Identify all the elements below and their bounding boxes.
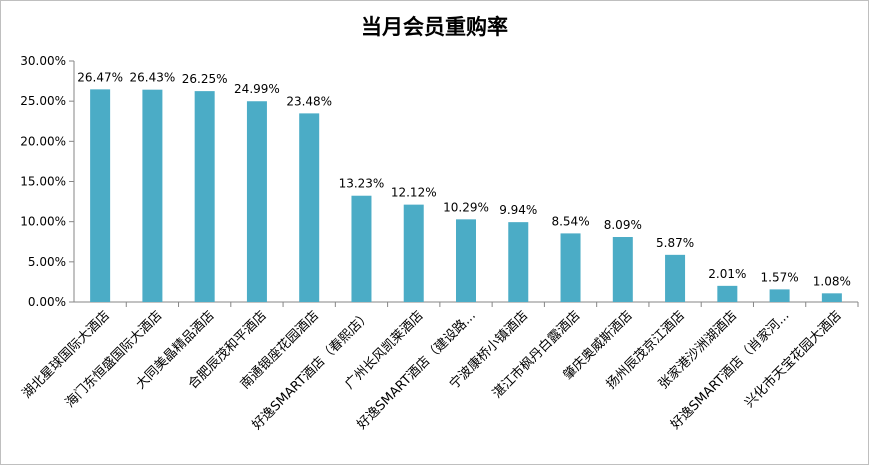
y-tick-label: 0.00%	[28, 295, 66, 309]
y-tick-label: 20.00%	[20, 134, 66, 148]
bar	[90, 89, 111, 302]
bar	[351, 195, 372, 302]
data-label: 12.12%	[391, 186, 437, 200]
bar	[560, 233, 581, 302]
data-label: 1.08%	[813, 274, 851, 288]
category-label: 湛江市枫丹白露酒店	[489, 308, 583, 402]
bar	[612, 237, 633, 302]
bar	[299, 113, 320, 302]
category-label: 兴化市天宝花园大酒店	[741, 308, 844, 411]
category-label: 海门东恒盛国际大酒店	[63, 308, 166, 411]
data-label: 5.87%	[656, 236, 694, 250]
data-label: 8.54%	[551, 214, 589, 228]
data-label: 26.47%	[77, 70, 123, 84]
bar	[403, 204, 424, 302]
data-label: 26.43%	[130, 71, 176, 85]
data-label: 9.94%	[499, 203, 537, 217]
data-label: 13.23%	[339, 177, 385, 191]
data-label: 8.09%	[604, 218, 642, 232]
bar	[717, 285, 738, 302]
data-label: 23.48%	[286, 94, 332, 108]
data-label: 10.29%	[443, 200, 489, 214]
y-tick-label: 30.00%	[20, 54, 66, 68]
bar	[246, 101, 267, 302]
y-tick-label: 10.00%	[20, 215, 66, 229]
bar	[508, 222, 529, 302]
data-label: 1.57%	[761, 270, 799, 284]
data-label: 2.01%	[708, 267, 746, 281]
y-tick-label: 5.00%	[28, 255, 66, 269]
y-tick-label: 15.00%	[20, 175, 66, 189]
bar	[194, 91, 215, 302]
y-tick-label: 25.00%	[20, 94, 66, 108]
bar	[456, 219, 476, 302]
category-label: 湖北星球国际大酒店	[20, 308, 113, 401]
data-label: 24.99%	[234, 82, 280, 96]
bar	[142, 89, 163, 302]
bar	[769, 289, 790, 302]
bar	[821, 293, 842, 302]
data-label: 26.25%	[182, 72, 228, 86]
chart-title: 当月会员重购率	[361, 15, 508, 39]
bar	[665, 254, 686, 302]
